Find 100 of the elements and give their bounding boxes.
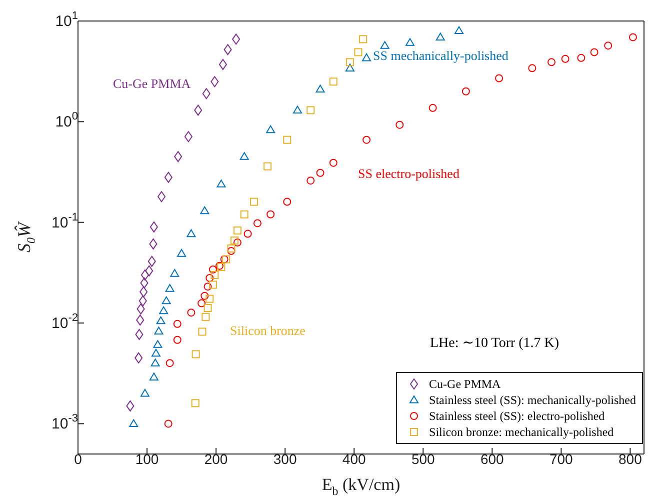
point <box>134 352 143 364</box>
point <box>250 198 258 206</box>
point <box>561 54 570 63</box>
point <box>149 372 158 380</box>
point <box>173 320 182 328</box>
point <box>177 249 186 257</box>
point <box>232 34 240 45</box>
point <box>200 206 210 214</box>
point <box>362 136 371 144</box>
legend-label: Cu-Ge PMMA <box>429 376 501 392</box>
point <box>406 38 415 46</box>
point <box>454 26 464 34</box>
point <box>548 58 556 66</box>
point <box>224 44 232 56</box>
point <box>150 221 158 232</box>
point <box>148 256 156 267</box>
point <box>604 42 612 50</box>
point <box>316 84 325 93</box>
point <box>206 294 214 303</box>
legend-label: Stainless steel (SS): electro-polished <box>429 408 605 424</box>
point <box>194 104 202 116</box>
point <box>233 226 242 234</box>
annotation: Silicon bronze <box>230 323 306 339</box>
point <box>210 76 219 88</box>
point <box>200 292 209 300</box>
x-tick-label: 300 <box>273 451 297 467</box>
point <box>266 125 276 134</box>
y-tick-label: 10$^{1}$ <box>55 10 78 30</box>
point <box>329 78 338 86</box>
x-tick-label: 800 <box>618 451 642 467</box>
point <box>346 58 354 66</box>
point <box>126 400 134 412</box>
point <box>164 172 172 183</box>
point <box>396 120 404 129</box>
point <box>362 53 372 62</box>
point <box>162 296 171 304</box>
point <box>173 336 182 344</box>
point <box>495 74 504 82</box>
point <box>204 282 212 291</box>
annotation: SS mechanically-polished <box>373 48 508 64</box>
point <box>233 238 242 247</box>
point <box>202 88 210 100</box>
point <box>227 246 236 255</box>
point <box>184 131 192 142</box>
point <box>150 358 160 366</box>
point <box>140 286 148 298</box>
legend-label: Stainless steel (SS): mechanically-polished <box>429 392 636 408</box>
point <box>159 306 168 314</box>
point <box>354 48 362 56</box>
point <box>266 210 275 218</box>
point <box>240 152 249 160</box>
point <box>210 270 219 279</box>
point <box>216 180 226 188</box>
point <box>528 64 536 72</box>
point <box>218 58 227 70</box>
point <box>628 33 637 42</box>
point <box>345 64 354 72</box>
x-axis-title: E$_{b}$ (kV/cm) <box>322 475 400 498</box>
point <box>174 151 182 162</box>
x-tick-label: 600 <box>480 451 504 467</box>
point <box>577 54 586 62</box>
point <box>187 308 196 317</box>
annotation: Cu-Ge PMMA <box>113 76 191 92</box>
point <box>166 359 174 368</box>
point <box>164 420 172 428</box>
point <box>198 299 206 308</box>
point <box>590 48 598 56</box>
point <box>264 162 272 170</box>
point <box>186 229 196 238</box>
point <box>136 314 144 326</box>
point <box>165 284 174 292</box>
point <box>253 219 262 228</box>
x-tick-label: 100 <box>135 451 159 467</box>
legend-label: Silicon bronze: mechanically-polished <box>429 424 614 440</box>
point <box>153 340 162 348</box>
point <box>170 269 180 277</box>
point <box>283 136 292 144</box>
point <box>462 87 470 96</box>
point <box>136 303 145 314</box>
point <box>240 210 248 218</box>
point <box>149 238 158 250</box>
point <box>208 266 217 274</box>
y-tick-label: 10$^{0}$ <box>55 110 78 131</box>
point <box>135 328 144 340</box>
point <box>428 104 437 112</box>
x-tick-label: 400 <box>342 451 366 467</box>
point <box>306 106 315 114</box>
point <box>380 41 390 49</box>
point <box>129 419 138 427</box>
x-tick-label: 500 <box>411 451 436 467</box>
point <box>204 304 212 312</box>
point <box>227 244 236 252</box>
point <box>192 350 200 358</box>
point <box>138 295 147 306</box>
point <box>191 399 200 408</box>
point <box>436 32 445 41</box>
point <box>244 230 252 238</box>
point <box>306 176 315 185</box>
point <box>230 236 238 245</box>
point <box>140 269 149 280</box>
